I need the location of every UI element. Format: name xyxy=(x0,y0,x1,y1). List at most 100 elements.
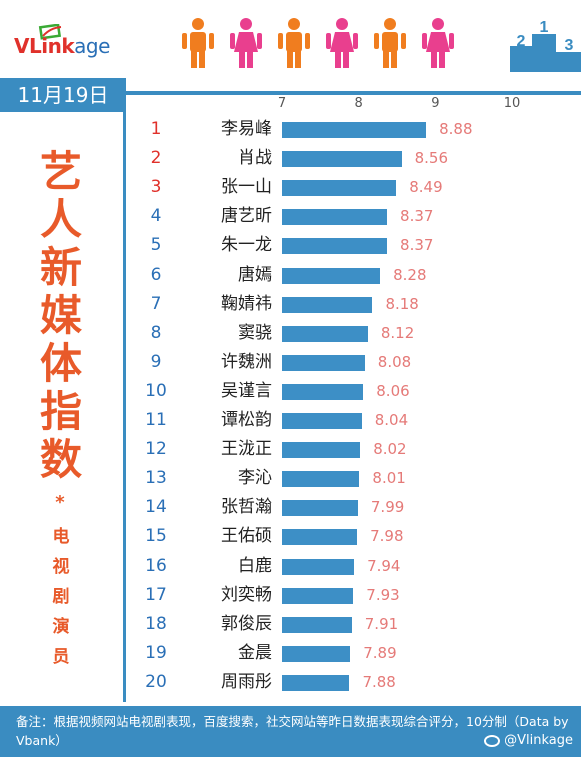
score-bar xyxy=(282,238,388,255)
rank-number: 15 xyxy=(145,526,167,547)
subtitle-char: 视 xyxy=(52,557,70,577)
actor-name: 李沁 xyxy=(238,468,272,489)
actor-name: 窦骁 xyxy=(238,322,272,343)
score-bar xyxy=(282,151,402,168)
score-label: 8.28 xyxy=(393,265,427,284)
subtitle-char: 电 xyxy=(52,527,70,547)
x-tick-label: 10 xyxy=(503,96,521,111)
logo-v: V xyxy=(14,34,29,58)
rank-number: 6 xyxy=(150,264,162,285)
actor-name: 张一山 xyxy=(221,177,272,198)
score-bar xyxy=(282,267,381,284)
score-bar xyxy=(282,180,397,197)
actor-name: 李易峰 xyxy=(221,119,272,139)
title-char: 体 xyxy=(39,339,82,388)
person-icon xyxy=(374,18,406,68)
actor-name: 肖战 xyxy=(238,148,272,169)
score-label: 8.18 xyxy=(385,294,419,313)
svg-text:2: 2 xyxy=(517,33,526,50)
score-label: 8.08 xyxy=(377,352,412,371)
person-icon xyxy=(326,18,358,68)
logo-link: Link xyxy=(28,34,75,58)
score-label: 7.93 xyxy=(366,585,400,604)
header-divider xyxy=(126,91,581,95)
score-label: 7.94 xyxy=(367,556,401,575)
score-label: 8.49 xyxy=(409,178,443,197)
score-bar xyxy=(282,616,352,633)
rank-number: 18 xyxy=(145,613,167,634)
rank-number: 13 xyxy=(145,468,167,489)
person-icon xyxy=(230,18,262,68)
x-tick-label: 8 xyxy=(354,96,363,111)
rank-number: 8 xyxy=(150,322,162,343)
score-label: 7.89 xyxy=(363,643,397,662)
rank-number: 7 xyxy=(150,293,162,314)
actor-name: 张哲瀚 xyxy=(221,497,272,518)
score-bar xyxy=(282,587,354,604)
rank-number: 17 xyxy=(145,584,167,605)
actor-name: 朱一龙 xyxy=(221,235,272,256)
svg-text:3: 3 xyxy=(565,37,574,54)
rank-number: 3 xyxy=(150,177,162,198)
actor-name: 王泷正 xyxy=(221,439,272,460)
rank-number: 9 xyxy=(150,351,162,372)
rank-number: 11 xyxy=(145,410,167,430)
subtitle-char: 员 xyxy=(52,647,70,667)
title-char: 指 xyxy=(39,387,82,436)
rank-number: 20 xyxy=(145,671,167,692)
score-bar xyxy=(282,558,355,575)
rank-number: 2 xyxy=(150,148,162,169)
title-char: 人 xyxy=(39,195,82,244)
title-char: 数 xyxy=(39,435,82,484)
score-label: 8.56 xyxy=(414,149,448,168)
rank-number: 10 xyxy=(145,380,167,401)
vertical-title: 艺 人 新 媒 体 指 数 xyxy=(36,148,86,484)
score-bar xyxy=(282,413,362,429)
score-label: 8.02 xyxy=(373,440,407,459)
weibo-handle-text: @Vlinkage xyxy=(504,733,573,748)
weibo-icon xyxy=(484,734,501,747)
actor-name: 白鹿 xyxy=(238,555,272,576)
score-bar xyxy=(282,122,427,138)
score-label: 8.37 xyxy=(400,207,434,226)
score-label: 7.91 xyxy=(364,614,399,633)
score-label: 7.99 xyxy=(370,498,405,517)
actor-name: 鞠婧祎 xyxy=(221,293,272,314)
actor-name: 唐艺昕 xyxy=(221,206,272,227)
score-label: 8.01 xyxy=(372,469,406,488)
rank-number: 1 xyxy=(150,119,162,139)
title-star: * xyxy=(55,492,65,513)
score-label: 8.37 xyxy=(400,236,434,255)
actor-name: 唐嫣 xyxy=(238,264,272,285)
score-bar xyxy=(282,383,364,400)
logo-age: age xyxy=(74,34,110,58)
score-bar xyxy=(282,325,368,342)
subtitle-char: 剧 xyxy=(52,587,70,607)
score-label: 8.12 xyxy=(380,323,415,342)
score-label: 7.88 xyxy=(362,672,396,691)
score-label: 7.98 xyxy=(370,527,404,546)
score-bar xyxy=(282,674,350,691)
rank-number: 19 xyxy=(145,642,167,663)
x-tick-label: 7 xyxy=(277,96,287,111)
score-bar xyxy=(282,296,373,313)
rank-number: 5 xyxy=(150,235,162,256)
title-char: 新 xyxy=(39,243,82,292)
podium-icon: 2 1 3 xyxy=(510,19,581,72)
score-bar xyxy=(282,442,361,459)
actor-name: 谭松韵 xyxy=(221,410,272,430)
score-label: 8.06 xyxy=(376,381,410,400)
rank-number: 14 xyxy=(145,497,167,518)
score-bar xyxy=(282,471,360,488)
actor-name: 金晨 xyxy=(238,642,272,663)
person-icon xyxy=(278,18,310,68)
footer-note: 备注：根据视频网站电视剧表现，百度搜索，社交网站等昨日数据表现综合评分，10分制… xyxy=(16,714,569,748)
title-char: 艺 xyxy=(39,147,82,196)
score-label: 8.88 xyxy=(439,120,473,138)
title-char: 媒 xyxy=(39,291,82,340)
actor-name: 王佑硕 xyxy=(221,526,272,547)
logo-text: VLinkage xyxy=(14,34,110,58)
person-icon xyxy=(422,18,454,68)
rank-number: 16 xyxy=(145,555,167,576)
actor-name: 吴谨言 xyxy=(221,380,272,401)
